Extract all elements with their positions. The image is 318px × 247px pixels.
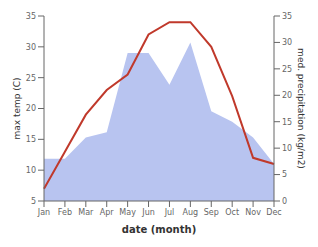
svg-text:25: 25 [26, 74, 36, 83]
svg-text:date (month): date (month) [122, 224, 196, 235]
svg-text:Aug: Aug [183, 208, 199, 217]
svg-text:May: May [119, 208, 136, 217]
svg-text:30: 30 [282, 38, 292, 47]
svg-text:20: 20 [282, 91, 292, 100]
svg-text:35: 35 [282, 12, 292, 21]
svg-text:15: 15 [26, 135, 36, 144]
svg-text:10: 10 [282, 144, 292, 153]
svg-text:Jun: Jun [141, 208, 155, 217]
svg-text:Feb: Feb [58, 208, 72, 217]
svg-text:10: 10 [26, 166, 36, 175]
svg-text:5: 5 [282, 170, 287, 179]
svg-text:Apr: Apr [100, 208, 115, 217]
svg-text:20: 20 [26, 104, 36, 113]
svg-text:15: 15 [282, 118, 292, 127]
svg-text:med. precipitation (kg/m2): med. precipitation (kg/m2) [296, 48, 306, 169]
svg-text:25: 25 [282, 65, 292, 74]
svg-text:max temp (C): max temp (C) [12, 77, 22, 139]
svg-text:Mar: Mar [78, 208, 94, 217]
svg-text:0: 0 [282, 197, 287, 206]
svg-text:35: 35 [26, 12, 36, 21]
svg-text:Jul: Jul [164, 208, 175, 217]
svg-text:Nov: Nov [245, 208, 261, 217]
svg-text:Dec: Dec [266, 208, 281, 217]
svg-text:Sep: Sep [204, 208, 219, 217]
svg-text:30: 30 [26, 43, 36, 52]
svg-text:5: 5 [31, 197, 36, 206]
svg-text:Oct: Oct [225, 208, 239, 217]
svg-text:Jan: Jan [37, 208, 50, 217]
